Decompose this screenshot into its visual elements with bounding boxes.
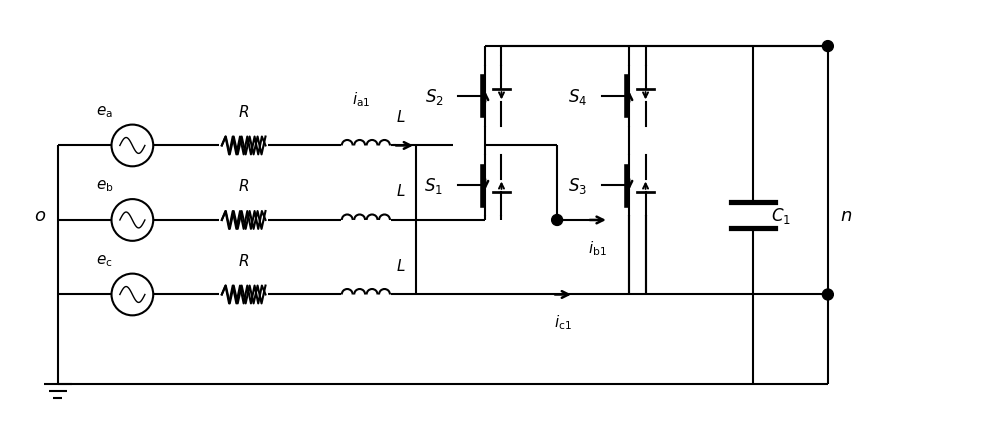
Text: $S_4$: $S_4$ (568, 86, 587, 107)
Text: $L$: $L$ (396, 108, 406, 124)
Text: $i_{\rm a1}$: $i_{\rm a1}$ (352, 90, 370, 108)
Text: $n$: $n$ (839, 206, 852, 224)
Text: $i_{\rm c1}$: $i_{\rm c1}$ (554, 313, 572, 331)
Text: $e_{\rm c}$: $e_{\rm c}$ (97, 252, 113, 268)
Circle shape (823, 289, 833, 300)
Text: $o$: $o$ (34, 206, 46, 224)
Text: $S_2$: $S_2$ (425, 86, 444, 107)
Text: $R$: $R$ (238, 178, 249, 194)
Text: $R$: $R$ (238, 103, 249, 120)
Text: $R$: $R$ (238, 252, 249, 268)
Text: $L$: $L$ (396, 183, 406, 199)
Text: $e_{\rm a}$: $e_{\rm a}$ (96, 104, 113, 120)
Circle shape (823, 42, 833, 52)
Text: $L$: $L$ (396, 257, 406, 273)
Circle shape (551, 215, 562, 226)
Text: $i_{\rm b1}$: $i_{\rm b1}$ (588, 238, 607, 257)
Text: $e_{\rm b}$: $e_{\rm b}$ (96, 178, 114, 194)
Text: $S_3$: $S_3$ (568, 176, 587, 196)
Text: $C_1$: $C_1$ (772, 206, 792, 225)
Text: $S_1$: $S_1$ (425, 176, 444, 196)
